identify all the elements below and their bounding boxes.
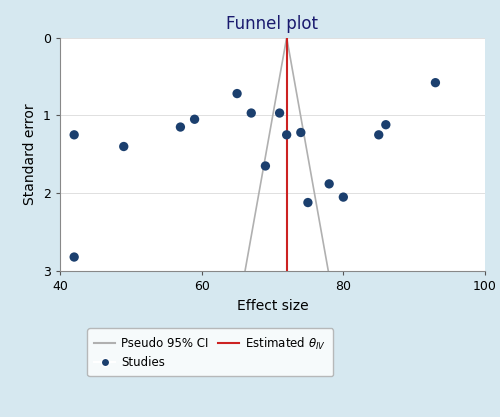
Point <box>382 121 390 128</box>
Point <box>325 181 333 187</box>
Point <box>432 79 440 86</box>
Point <box>375 131 383 138</box>
Point <box>70 254 78 260</box>
Point <box>340 194 347 201</box>
Point <box>120 143 128 150</box>
X-axis label: Effect size: Effect size <box>236 299 308 313</box>
Point <box>282 131 290 138</box>
Point <box>70 131 78 138</box>
Point <box>248 110 256 116</box>
Point <box>297 129 305 136</box>
Point <box>190 116 198 123</box>
Title: Funnel plot: Funnel plot <box>226 15 318 33</box>
Point <box>176 124 184 131</box>
Point <box>276 110 283 116</box>
Point <box>304 199 312 206</box>
Point <box>233 90 241 97</box>
Y-axis label: Standard error: Standard error <box>24 103 38 205</box>
Legend: Pseudo 95% CI, Studies, Estimated $\theta_{IV}$: Pseudo 95% CI, Studies, Estimated $\thet… <box>87 328 334 377</box>
Point <box>262 163 270 169</box>
